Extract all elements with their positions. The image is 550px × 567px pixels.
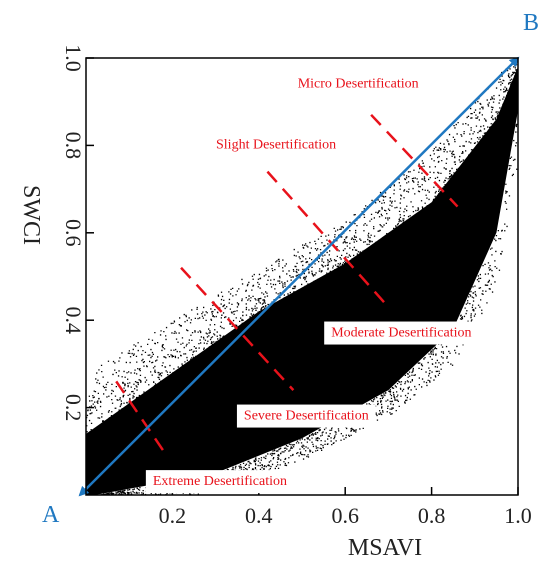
annotation-label: Slight Desertification (216, 138, 336, 153)
y-tick-label: 1.0 (61, 44, 86, 72)
annotation-background (209, 133, 344, 157)
annotation-1: Micro Desertification (290, 72, 426, 96)
x-tick-label: 0.2 (159, 503, 187, 528)
diagonal-arrow-line (78, 56, 520, 497)
annotation-2: Slight Desertification (209, 133, 344, 157)
y-tick-label: 0.2 (61, 394, 86, 422)
scatter-points (86, 61, 518, 495)
annotation-background (324, 321, 479, 345)
annotation-label: Moderate Desertification (331, 326, 471, 341)
y-axis-label: SWCI (18, 185, 44, 245)
annotation-background (290, 72, 426, 96)
annotation-label: Micro Desertification (298, 76, 419, 91)
annotation-5: Extreme Desertification (145, 470, 294, 494)
plot-frame (85, 57, 519, 496)
x-tick-label: 0.6 (331, 503, 359, 528)
annotations: Micro Desertification Slight Desertificat… (145, 72, 479, 494)
annotation-background (236, 404, 376, 428)
annotation-background (145, 470, 294, 494)
x-tick-label: 0.4 (245, 503, 273, 528)
y-tick-label: 0.4 (61, 306, 86, 334)
x-tick-label: 1.0 (504, 503, 532, 528)
annotation-3: Moderate Desertification (324, 321, 479, 345)
x-tick-label: 0.8 (418, 503, 446, 528)
y-tick-label: 0.8 (61, 132, 86, 160)
diagonal-arrow (78, 56, 520, 497)
axis-ticks: 0.2 0.4 0.6 0.8 1.0 0.2 0.4 0.6 0.8 1.0 (61, 44, 532, 528)
annotation-label: Extreme Desertification (153, 474, 287, 489)
dense-point-cloud (86, 66, 518, 495)
arrow-start-label: A (42, 502, 60, 528)
annotation-4: Severe Desertification (236, 404, 376, 428)
arrow-end-label: B (523, 10, 539, 36)
annotation-label: Severe Desertification (244, 409, 369, 424)
y-tick-label: 0.6 (61, 219, 86, 247)
x-axis-label: MSAVI (348, 535, 422, 561)
